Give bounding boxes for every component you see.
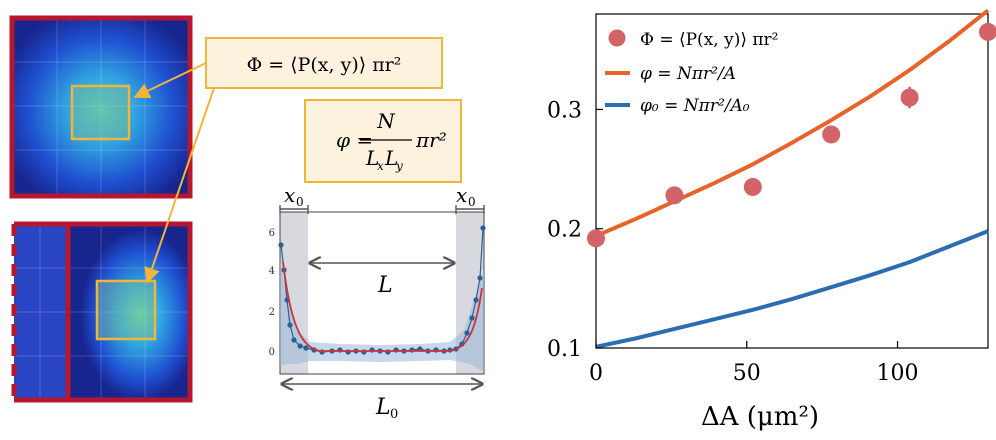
legend-label-phi0: φ₀ = Nπr²/A₀: [640, 96, 750, 116]
y-tick-label: 0.1: [547, 337, 582, 362]
profile-y-tick: 6: [269, 228, 275, 239]
den-sub-y: y: [395, 159, 403, 173]
heatmap-top-roi: [70, 84, 131, 141]
y-tick-label: 0.2: [547, 218, 582, 243]
density-heatmap-top: [9, 15, 193, 199]
phi-curve: [595, 8, 990, 238]
data-point: [587, 229, 605, 248]
profile-error-band: [280, 262, 484, 372]
profile-y-tick: 4: [269, 266, 275, 277]
legend-marker-Phi: [608, 29, 626, 47]
heatmap-top-frame: [9, 15, 193, 199]
heatmap-bottom-roi: [95, 279, 157, 341]
density-heatmap-bottom: [11, 221, 193, 403]
L-label: L: [377, 273, 393, 298]
L0-label: L: [375, 395, 391, 420]
profile-y-tick: 2: [269, 307, 275, 318]
legend-label-phi: φ = Nπr²/A: [640, 64, 736, 84]
x-tick-label: 50: [733, 361, 761, 386]
y-tick-label: 0.3: [547, 98, 582, 123]
L0-sub: 0: [390, 407, 398, 422]
phi-tail: πr²: [415, 128, 447, 152]
profile-y-ticks: 6 4 2 0: [269, 228, 275, 358]
phi-formula-text: Φ = ⟨P(x, y)⟩ πr²: [247, 54, 402, 76]
arrow-to-top-roi: [133, 62, 207, 99]
heatmap-bottom-frame: [65, 221, 193, 403]
den-L1: L: [365, 146, 379, 170]
x0-brackets: [279, 205, 485, 214]
phi-numerator: N: [376, 109, 396, 133]
x-tick-label: 0: [589, 361, 603, 386]
profile-y-tick: 0: [269, 347, 275, 358]
chart-frame: [595, 13, 989, 349]
x0-right-sub: 0: [468, 195, 476, 209]
density-profile-inset: 6 4 2 0 x 0 x 0 L L 0: [269, 183, 486, 422]
den-sub-x: x: [377, 159, 384, 173]
data-point: [743, 177, 762, 196]
phi0-curve: [595, 229, 989, 349]
phi-denominator: L x L y: [365, 146, 403, 173]
data-point: [665, 186, 684, 205]
packing-fraction-chart: 0 50 100 0.1 0.2 0.3 Φ = ⟨P(x, y)⟩ πr² φ = Nπ…: [547, 8, 996, 432]
packing-fraction-box: [304, 99, 462, 183]
arrow-to-bottom-roi: [144, 87, 215, 284]
x0-left-sub: 0: [296, 195, 304, 209]
profile-fit-curve: [282, 261, 483, 352]
den-L2: L: [384, 146, 398, 170]
data-point: [822, 125, 841, 144]
data-point: [900, 88, 919, 107]
x0-left-label: x: [284, 183, 295, 207]
x-tick-label: 100: [877, 361, 919, 386]
chart-legend: Φ = ⟨P(x, y)⟩ πr² φ = Nπr²/A φ₀ = Nπr²/A…: [605, 29, 778, 116]
x0-right-label: x: [456, 183, 467, 207]
x-axis-label: ΔA (μm²): [701, 402, 819, 432]
phi-formula-box: [205, 37, 443, 89]
legend-label-Phi: Φ = ⟨P(x, y)⟩ πr²: [640, 30, 778, 50]
data-point: [979, 22, 996, 41]
